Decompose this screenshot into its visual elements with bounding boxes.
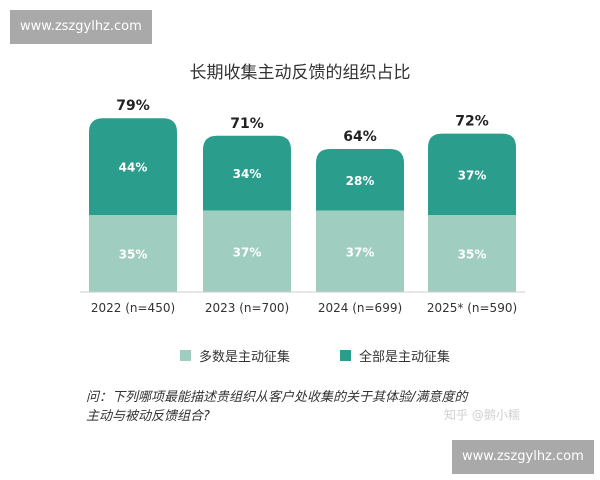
bar-segment-part: [203, 210, 291, 292]
data-label-all: 37%: [458, 168, 487, 182]
legend-item-all: 全部是主动征集: [340, 346, 450, 365]
data-label-all: 34%: [233, 167, 262, 181]
watermark-top: www.zszgylhz.com: [10, 10, 152, 44]
legend-label-part: 多数是主动征集: [199, 350, 291, 365]
x-tick-label: 2024 (n=699): [318, 301, 402, 315]
data-label-all: 44%: [119, 161, 148, 175]
bar-segment-all: [428, 133, 516, 215]
question-line-2: 主动与被动反馈组合?: [86, 409, 210, 424]
legend-item-part: 多数是主动征集: [180, 346, 290, 365]
bar-segment-part: [316, 210, 404, 292]
bar-segment-all: [203, 135, 291, 211]
total-label: 72%: [455, 114, 489, 130]
x-tick-label: 2022 (n=450): [91, 301, 175, 315]
data-label-part: 37%: [233, 245, 262, 259]
x-tick-label: 2023 (n=700): [205, 301, 289, 315]
total-label: 79%: [116, 98, 150, 114]
data-label-part: 35%: [119, 248, 148, 262]
legend-swatch-all: [340, 350, 351, 361]
legend-label-all: 全部是主动征集: [359, 350, 451, 365]
bar-segment-part: [428, 215, 516, 292]
watermark-bottom: www.zszgylhz.com: [452, 440, 594, 474]
data-label-part: 37%: [346, 245, 375, 259]
bar-segment-all: [89, 118, 177, 215]
data-label-part: 35%: [458, 248, 487, 262]
legend-swatch-part: [180, 350, 191, 361]
x-tick-label: 2025* (n=590): [427, 301, 517, 315]
data-label-all: 28%: [346, 174, 375, 188]
total-label: 71%: [230, 116, 264, 132]
question-line-1: 问：下列哪项最能描述贵组织从客户处收集的关于其体验/满意度的: [86, 390, 468, 405]
zhihu-watermark: 知乎 @鹅小糯: [444, 408, 520, 422]
bar-chart: 44% 35% 79% 2022 (n=450) 34% 37% 71% 2023 (n=70…: [80, 98, 525, 315]
chart-title: 长期收集主动反馈的组织占比: [189, 63, 411, 83]
question-text: 问：下列哪项最能描述贵组织从客户处收集的关于其体验/满意度的 主动与被动反馈组合…: [86, 388, 526, 426]
bar-segment-part: [89, 215, 177, 292]
bar-segment-all: [316, 149, 404, 211]
total-label: 64%: [343, 129, 377, 145]
